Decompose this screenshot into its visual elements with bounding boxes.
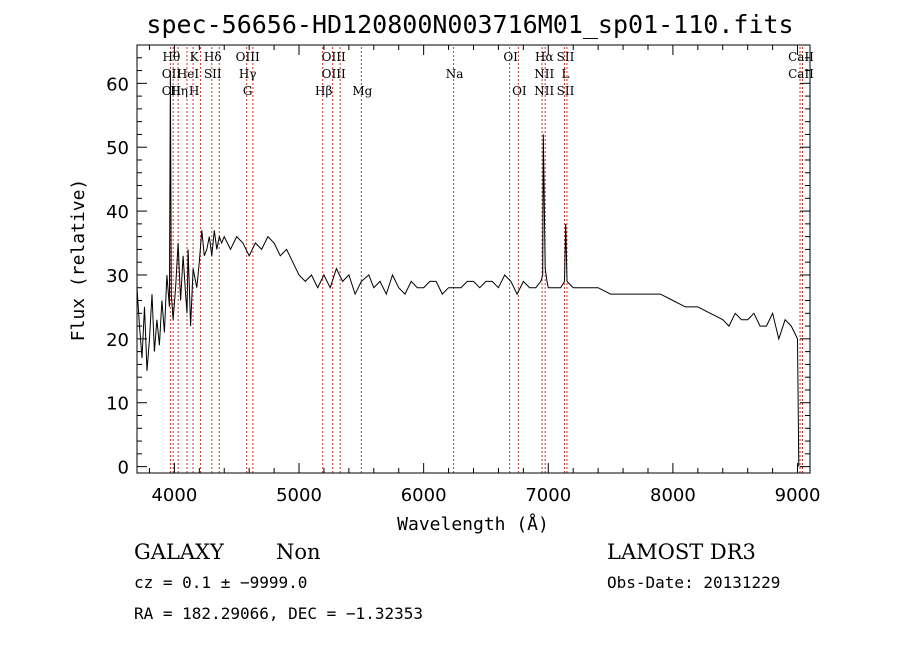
line-label-mid-12: NII [534,67,554,81]
y-tick-label-5: 50 [106,138,129,159]
object-class: GALAXY [134,540,225,564]
line-label-bot-12: NII [534,84,554,98]
y-tick-label-2: 20 [106,330,129,351]
line-label-bot-8: Mg [352,84,372,98]
line-label-top-0: Hθ [163,50,181,64]
x-tick-label-3: 7000 [525,485,571,506]
coordinates: RA = 182.29066, DEC = −1.32353 [134,604,423,623]
survey-name: LAMOST DR3 [607,540,756,564]
line-label-top-3: K [190,50,200,64]
line-label-bot-11: OI [512,84,527,98]
line-label-top-12: Hα [535,50,554,64]
y-tick-label-0: 0 [118,458,129,479]
x-tick-label-4: 8000 [650,485,696,506]
line-label-bot-5: G [243,84,253,98]
y-tick-label-3: 30 [106,266,129,287]
line-label-mid-0: OII [162,67,182,81]
x-tick-label-2: 6000 [401,485,447,506]
x-axis-label: Wavelength (Å) [397,513,549,535]
y-axis-label: Flux (relative) [68,179,89,342]
line-label-top-10: OI [503,50,518,64]
y-axis: 0 10 20 30 40 50 60 [106,57,810,479]
y-tick-label-4: 40 [106,202,129,223]
x-axis: 4000 5000 6000 7000 8000 9000 [148,45,821,506]
line-label-top-7: OIII [322,50,346,64]
spectrum-series [136,70,800,467]
line-label-top-4: Hδ [204,50,222,64]
y-tick-label-6: 60 [106,74,129,95]
line-label-bot-3: H [189,84,199,98]
line-label-bot-13: SII [557,84,575,98]
y-tick-label-1: 10 [106,394,129,415]
line-label-mid-7: OIII [322,67,346,81]
line-label-mid-9: Na [446,67,464,81]
line-label-mid-4: SII [204,67,222,81]
line-label-top-5: OIII [236,50,260,64]
x-tick-label-0: 4000 [151,485,197,506]
redshift-info: cz = 0.1 ± −9999.0 [134,573,307,592]
line-label-bot-0: OII [162,84,182,98]
plot-frame [136,44,811,474]
line-label-bot-1: Hη [170,84,188,98]
line-label-mid-5: Hγ [239,67,257,81]
line-label-mid-2: HeI [177,67,200,81]
line-label-top-13: SII [557,50,575,64]
observation-date: Obs-Date: 20131229 [607,573,780,592]
line-label-mid-13: L [561,67,569,81]
x-tick-label-5: 9000 [775,485,821,506]
emission-line-markers [169,47,804,473]
object-subclass: Non [276,540,321,564]
x-tick-label-1: 5000 [276,485,322,506]
chart-title: spec-56656-HD120800N003716M01_sp01-110.f… [146,10,793,39]
line-label-top-14: CaII [788,50,814,64]
line-label-bot-6: Hβ [315,84,332,98]
